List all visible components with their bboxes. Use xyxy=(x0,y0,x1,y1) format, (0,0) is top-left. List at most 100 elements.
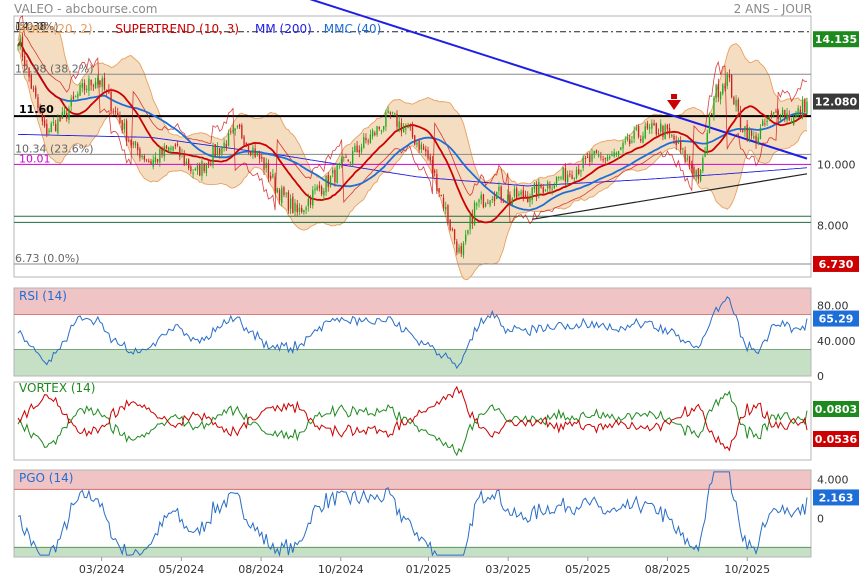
candle-body xyxy=(117,112,119,118)
candle-body xyxy=(476,203,478,206)
candle-body xyxy=(46,123,48,135)
candle-body xyxy=(121,120,123,131)
candle-body xyxy=(480,194,482,200)
y-tick-label: 10.000 xyxy=(817,159,856,172)
candle-body xyxy=(278,190,281,201)
candle-body xyxy=(181,153,183,155)
candle-body xyxy=(119,116,121,123)
candle-body xyxy=(551,188,553,190)
candle-body xyxy=(30,74,32,89)
candle-body xyxy=(70,98,72,107)
candle-body xyxy=(336,165,338,184)
candle-body xyxy=(522,190,524,198)
candle-body xyxy=(511,198,513,205)
candle-body xyxy=(748,129,751,140)
rsi-overbought-zone xyxy=(14,288,811,315)
candle-body xyxy=(347,159,349,162)
candle-body xyxy=(597,155,600,157)
candle-body xyxy=(219,148,221,154)
candle-body xyxy=(429,156,431,161)
candle-body xyxy=(759,127,762,140)
candle-body xyxy=(762,120,764,126)
candle-body xyxy=(655,123,657,135)
candle-body xyxy=(380,130,383,132)
candle-body xyxy=(646,123,649,129)
candle-body xyxy=(256,151,259,156)
candle-body xyxy=(453,229,456,240)
candle-body xyxy=(635,128,638,130)
candle-body xyxy=(369,134,372,144)
chart-source-title: VALEO - abcbourse.com xyxy=(14,2,158,16)
candle-body xyxy=(793,117,795,125)
fib-level-label: 12.98 (38.2%) xyxy=(15,62,94,75)
candle-body xyxy=(440,194,442,196)
candle-body xyxy=(400,122,403,132)
candle-body xyxy=(343,157,345,159)
candle-body xyxy=(123,122,126,130)
rsi-tick-label: 0 xyxy=(817,370,824,383)
candle-body xyxy=(148,160,150,162)
candle-body xyxy=(327,174,329,187)
candle-body xyxy=(473,202,476,225)
candle-body xyxy=(389,112,392,114)
rsi-series-line xyxy=(17,296,808,370)
candle-body xyxy=(168,147,170,151)
candle-body xyxy=(269,175,272,179)
candle-body xyxy=(755,135,757,144)
candle-body xyxy=(496,191,498,200)
candle-body xyxy=(201,161,203,176)
candle-body xyxy=(753,136,755,139)
candle-body xyxy=(691,164,693,169)
candle-body xyxy=(711,113,713,115)
candle-body xyxy=(391,111,394,113)
candle-body xyxy=(500,186,502,201)
candle-body xyxy=(210,163,212,165)
candle-body xyxy=(214,144,216,157)
candle-body xyxy=(358,149,360,153)
candle-body xyxy=(651,123,653,129)
candle-body xyxy=(502,201,505,203)
candle-body xyxy=(595,150,598,154)
candle-body xyxy=(779,117,782,121)
candle-body xyxy=(349,161,352,163)
candle-body xyxy=(88,78,90,91)
candle-body xyxy=(664,125,666,140)
candle-body xyxy=(39,105,41,114)
candle-body xyxy=(196,165,199,171)
candle-body xyxy=(394,112,396,114)
candle-body xyxy=(367,140,369,142)
candle-body xyxy=(312,190,314,206)
candle-body xyxy=(263,157,265,170)
candle-body xyxy=(564,168,567,182)
candle-body xyxy=(433,170,436,173)
candle-body xyxy=(41,111,44,122)
candle-body xyxy=(735,99,737,107)
legend-entry: BOLL (20, 2) xyxy=(18,22,93,36)
candle-body xyxy=(445,207,447,210)
candle-body xyxy=(254,148,256,158)
chart-period-label: 2 ANS - JOUR xyxy=(733,2,812,16)
candle-body xyxy=(187,159,190,169)
candle-body xyxy=(345,156,347,158)
candle-body xyxy=(671,134,673,137)
candle-body xyxy=(626,136,629,140)
candle-body xyxy=(693,167,695,175)
x-tick-label: 10/2024 xyxy=(318,563,364,576)
candle-body xyxy=(726,73,728,86)
candle-body xyxy=(569,173,571,176)
candle-body xyxy=(26,64,28,66)
candle-body xyxy=(469,216,471,230)
x-tick-label: 03/2025 xyxy=(485,563,531,576)
legend-entry: MM (200) xyxy=(255,22,312,36)
candle-body xyxy=(533,183,536,189)
candle-body xyxy=(484,203,487,207)
candle-body xyxy=(686,158,688,160)
candle-body xyxy=(465,234,467,242)
candle-body xyxy=(542,187,544,193)
candle-body xyxy=(591,153,593,162)
candle-body xyxy=(90,79,92,86)
mm200-line xyxy=(18,133,808,187)
vortex-value-label: 0.0536 xyxy=(815,433,858,446)
candle-body xyxy=(21,36,24,57)
candle-body xyxy=(702,157,704,172)
